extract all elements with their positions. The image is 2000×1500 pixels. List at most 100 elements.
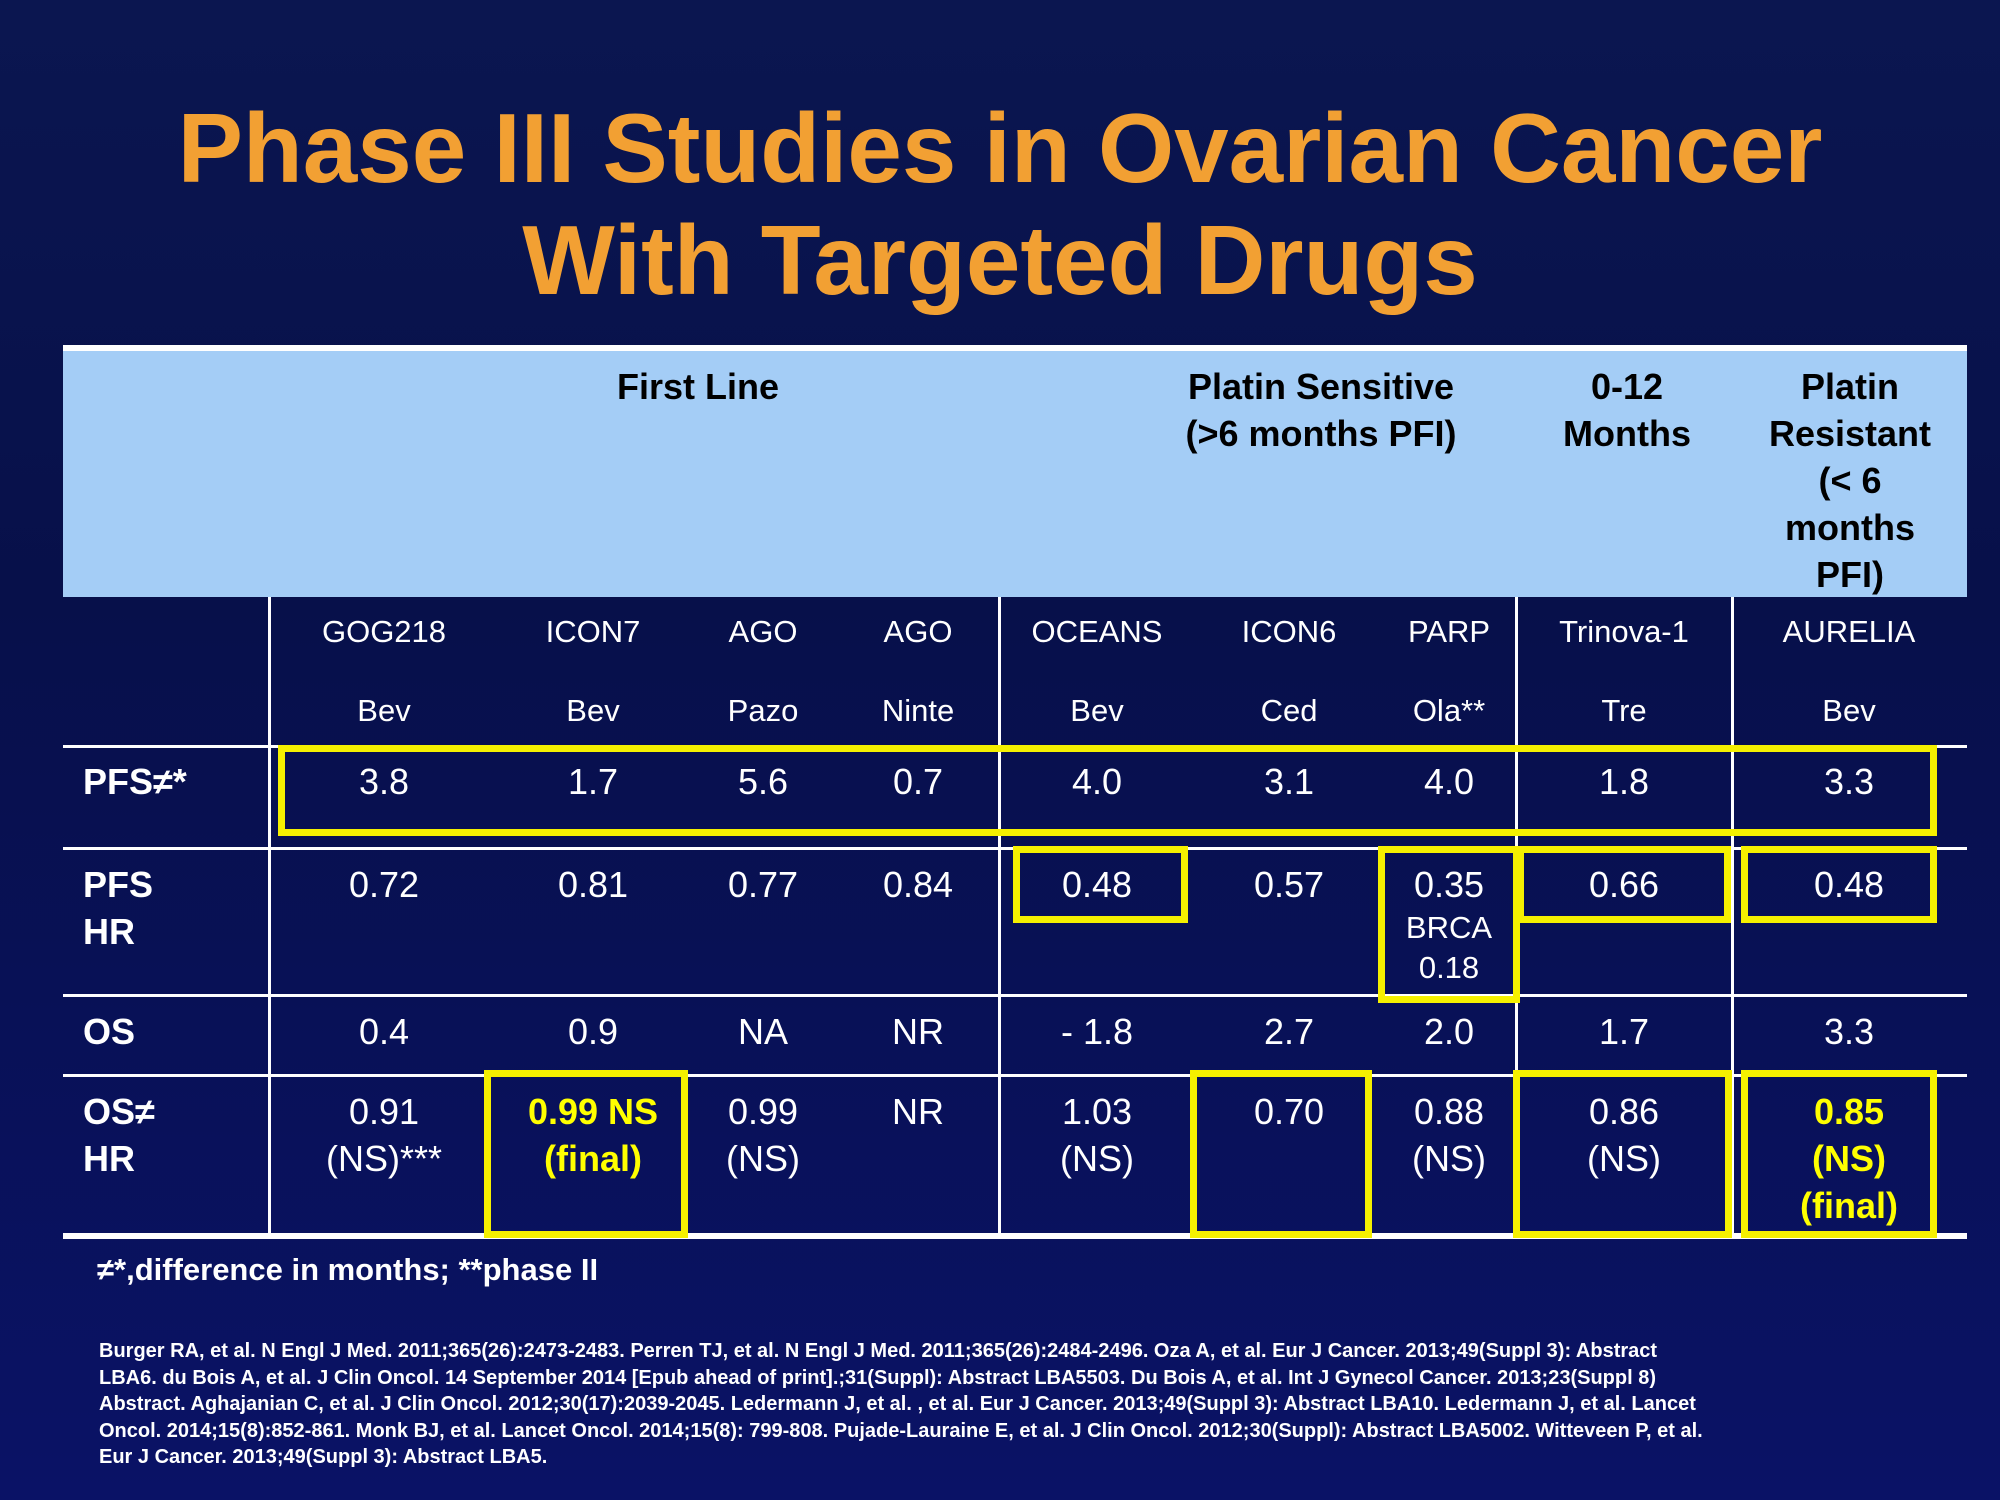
pfs-hr-value: 0.48 [1813,864,1885,905]
header-first-line: First Line [263,363,1133,410]
study-drug: Bev [566,693,620,728]
row-label-pfs: PFS≠* [83,761,187,802]
value-line: 0.91 [348,1091,420,1132]
highlight-box-trinova-pfs-hr [1517,846,1731,923]
os-value: - 1.8 [1060,1011,1134,1052]
os-hr-value: 0.91 (NS)*** [284,1088,484,1182]
os-value: NA [737,1011,788,1052]
value-line: 0.85 [1813,1091,1885,1132]
pfs-value: 5.6 [737,761,789,802]
row-label-pfs-hr: PFS HR [83,861,153,955]
os-value: 2.0 [1423,1011,1475,1052]
pfs-value: 1.8 [1598,761,1650,802]
highlight-box-icon6-os-hr [1190,1070,1372,1238]
reference-line: Burger RA, et al. N Engl J Med. 2011;365… [99,1340,1658,1362]
study-name: ICON7 [545,614,641,649]
title-line-1: Phase III Studies in Ovarian Cancer [177,93,1823,203]
highlight-box-oceans-pfs-hr [1013,846,1188,923]
pfs-hr-value: 0.81 [557,864,629,905]
row-label-os: OS [83,1011,136,1052]
study-name: AGO [883,614,953,649]
label-line: HR [83,1138,135,1179]
pfs-hr-value: 0.77 [727,864,799,905]
header-text: (< 6 [1818,460,1882,501]
study-drug: Ola** [1412,693,1486,728]
os-hr-value: 0.88 (NS) [1349,1088,1549,1182]
reference-line: Eur J Cancer. 2013;49(Suppl 3): Abstract… [99,1446,548,1468]
value-line: (NS) [1812,1138,1886,1179]
reference-line: LBA6. du Bois A, et al. J Clin Oncol. 14… [99,1366,1657,1389]
highlight-box-aurelia-os-hr [1741,1070,1937,1238]
header-text: (>6 months PFI) [1185,413,1457,454]
label-line: PFS [83,864,154,905]
study-drug: Ced [1260,693,1318,728]
pfs-hr-value: 0.57 [1253,864,1325,905]
value-line: (final) [1800,1185,1898,1226]
value-line: NR [892,1091,944,1132]
label-line: HR [83,911,135,952]
value-line: (NS)*** [325,1138,442,1179]
row-label-os-hr: OS≠ HR [83,1088,155,1182]
table-bottom-rule [63,1233,1967,1239]
header-text: months [1785,507,1915,548]
header-platin-resistant: Platin Resistant (< 6 months PFI) [1735,363,1965,598]
study-name: Trinova-1 [1559,614,1689,649]
pfs-value: 4.0 [1423,761,1475,802]
slide-title: Phase III Studies in Ovarian Cancer With… [0,92,2000,316]
pfs-value: 4.0 [1071,761,1123,802]
pfs-hr-value: 0.66 [1588,864,1660,905]
header-text: Months [1563,413,1691,454]
os-value: 0.4 [358,1011,410,1052]
header-text: First Line [616,366,780,407]
pfs-hr-value: 0.84 [882,864,954,905]
pfs-hr-value: 0.48 [1061,864,1133,905]
study-drug: Ninte [881,693,955,728]
highlight-box-aurelia-pfs-hr [1741,846,1937,923]
study-drug: Pazo [727,693,799,728]
value-line: 0.99 [727,1091,799,1132]
highlight-box-icon7-os-hr [484,1070,688,1238]
pfs-value: 1.7 [567,761,619,802]
study-drug: Bev [1070,693,1124,728]
value-line: (final) [544,1138,642,1179]
pfs-hr-value: 0.72 [348,864,420,905]
table-header-band: First Line Platin Sensitive (>6 months P… [63,345,1967,597]
os-hr-value: 0.99 NS (final) [493,1088,693,1182]
os-hr-value: NR [818,1088,1018,1135]
value-line: 0.88 [1413,1091,1485,1132]
value-line: 0.35 [1413,864,1485,905]
value-line: BRCA [1405,910,1493,945]
reference-line: Abstract. Aghajanian C, et al. J Clin On… [99,1393,1696,1415]
header-platin-sensitive: Platin Sensitive (>6 months PFI) [1113,363,1529,457]
label-line: OS≠ [83,1091,155,1132]
value-line: 0.99 NS [527,1091,659,1132]
pfs-value: 3.3 [1823,761,1875,802]
os-hr-value: 0.85 (NS) (final) [1749,1088,1949,1229]
os-hr-value: 1.03 (NS) [997,1088,1197,1182]
study-name: AURELIA [1782,614,1916,649]
column-divider [268,597,271,1236]
header-text: Platin Sensitive [1187,366,1455,407]
study-name: AGO [728,614,798,649]
header-text: Platin [1800,366,1899,407]
reference-line: Oncol. 2014;15(8):852-861. Monk BJ, et a… [99,1419,1703,1442]
os-value: 3.3 [1823,1011,1875,1052]
highlight-box-parp-pfs-hr [1378,846,1520,1003]
os-value: NR [892,1011,944,1052]
study-drug: Bev [1822,693,1876,728]
highlight-box-pfs-row [278,745,1937,836]
highlight-box-trinova-os-hr [1513,1070,1732,1238]
value-line: 0.70 [1253,1091,1325,1132]
row-divider [63,1074,1967,1077]
header-0-12-months: 0-12 Months [1519,363,1735,457]
pfs-value: 0.7 [892,761,944,802]
study-drug: Bev [357,693,411,728]
value-line: (NS) [1587,1138,1661,1179]
value-line: (NS) [1060,1138,1134,1179]
os-value: 2.7 [1263,1011,1315,1052]
value-line: 1.03 [1061,1091,1133,1132]
footnote: ≠*,difference in months; **phase II [97,1252,599,1287]
os-hr-value: 0.70 [1189,1088,1389,1135]
study-name: ICON6 [1241,614,1337,649]
study-name: PARP [1407,614,1491,649]
